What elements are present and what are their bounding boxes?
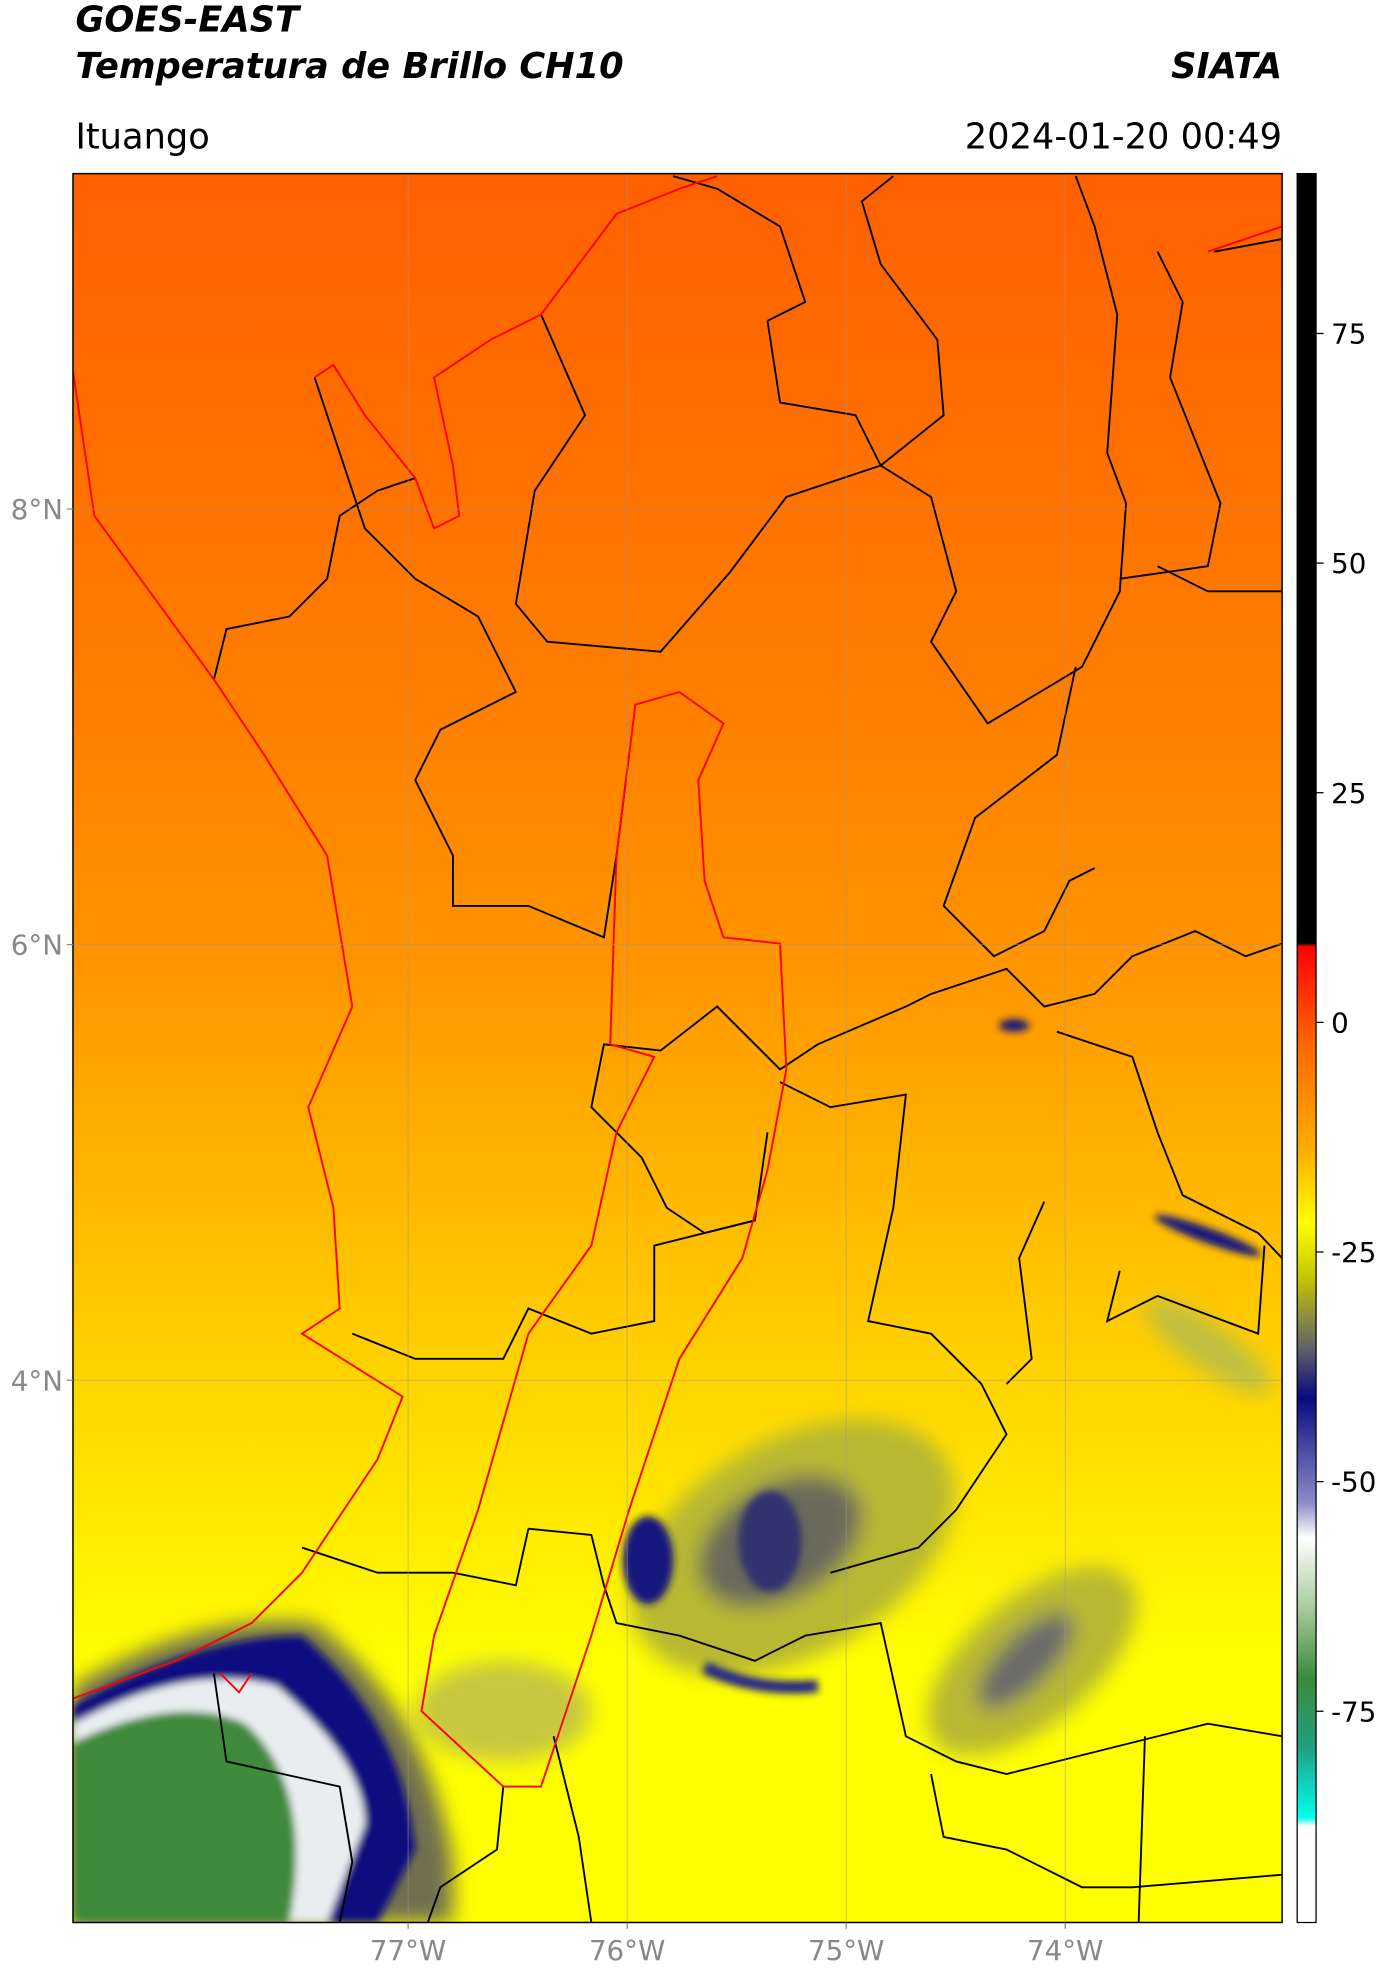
lon-tick-label: 77°W bbox=[370, 1934, 446, 1967]
lat-tick-label: 4°N bbox=[11, 1364, 63, 1397]
colorbar-tick-label: 75 bbox=[1331, 318, 1366, 351]
colorbar-tick-label: 25 bbox=[1331, 777, 1366, 810]
colorbar-tick-label: -50 bbox=[1331, 1466, 1376, 1499]
colorbar-tick-label: 50 bbox=[1331, 547, 1366, 580]
colorbar-tick-label: 0 bbox=[1331, 1006, 1349, 1039]
lon-tick-label: 75°W bbox=[808, 1934, 884, 1967]
timestamp: 2024-01-20 00:49 bbox=[965, 116, 1282, 157]
colorbar-tick-label: -75 bbox=[1331, 1695, 1376, 1728]
colorbar-tick-label: -25 bbox=[1331, 1236, 1376, 1269]
map-frame bbox=[72, 172, 1283, 1924]
labels: 8°N 6°N 4°N 77°W 76°W 75°W 74°W 75 50 25 0 -25 -50 -7… bbox=[11, 318, 1377, 1968]
gridlines bbox=[72, 173, 1283, 1923]
region: Ituango bbox=[75, 116, 209, 157]
map-field bbox=[72, 173, 1283, 1923]
lat-tick-label: 6°N bbox=[11, 929, 63, 962]
satellite: GOES-EAST bbox=[75, 0, 302, 40]
product: Temperatura de Brillo CH10 bbox=[75, 46, 623, 87]
lat-tick-label: 8°N bbox=[11, 493, 63, 526]
colorbar bbox=[1296, 172, 1317, 1924]
lon-tick-label: 76°W bbox=[589, 1934, 665, 1967]
borders bbox=[212, 175, 1283, 1923]
outlines bbox=[72, 175, 1283, 1788]
lon-tick-label: 74°W bbox=[1027, 1934, 1103, 1967]
source: SIATA bbox=[1171, 46, 1282, 87]
